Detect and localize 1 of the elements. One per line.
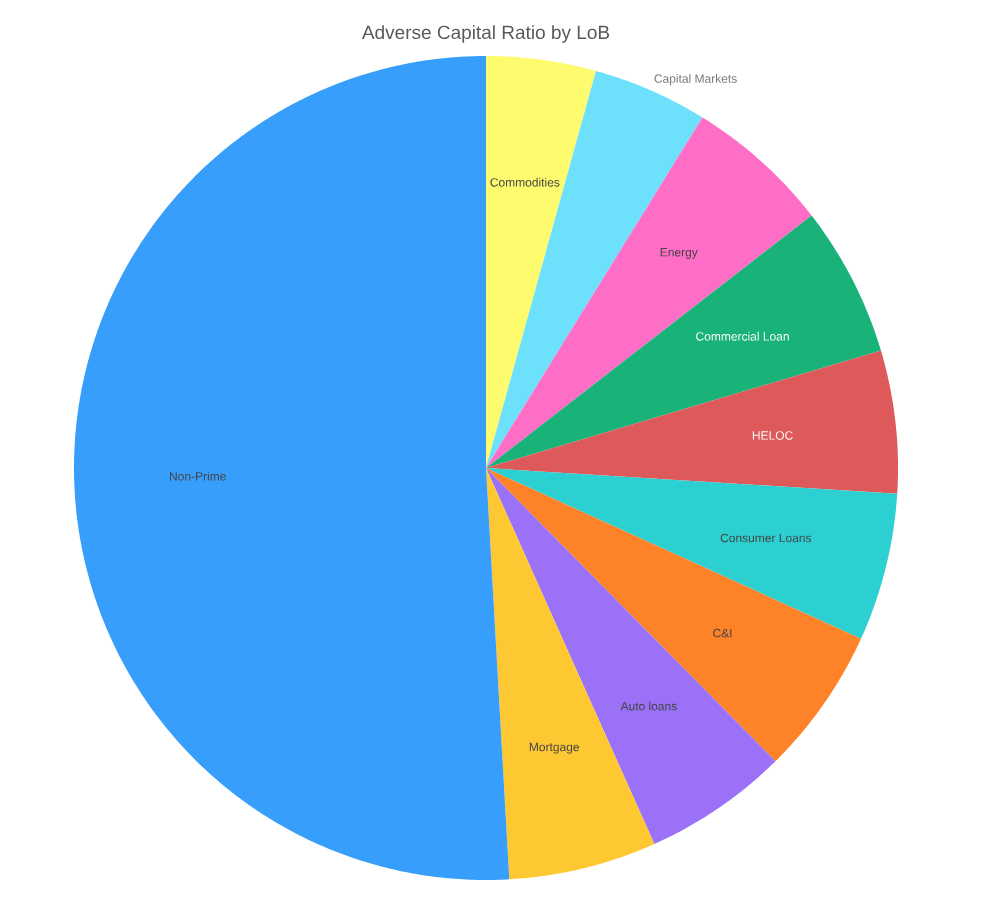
chart-title: Adverse Capital Ratio by LoB [361, 25, 610, 43]
